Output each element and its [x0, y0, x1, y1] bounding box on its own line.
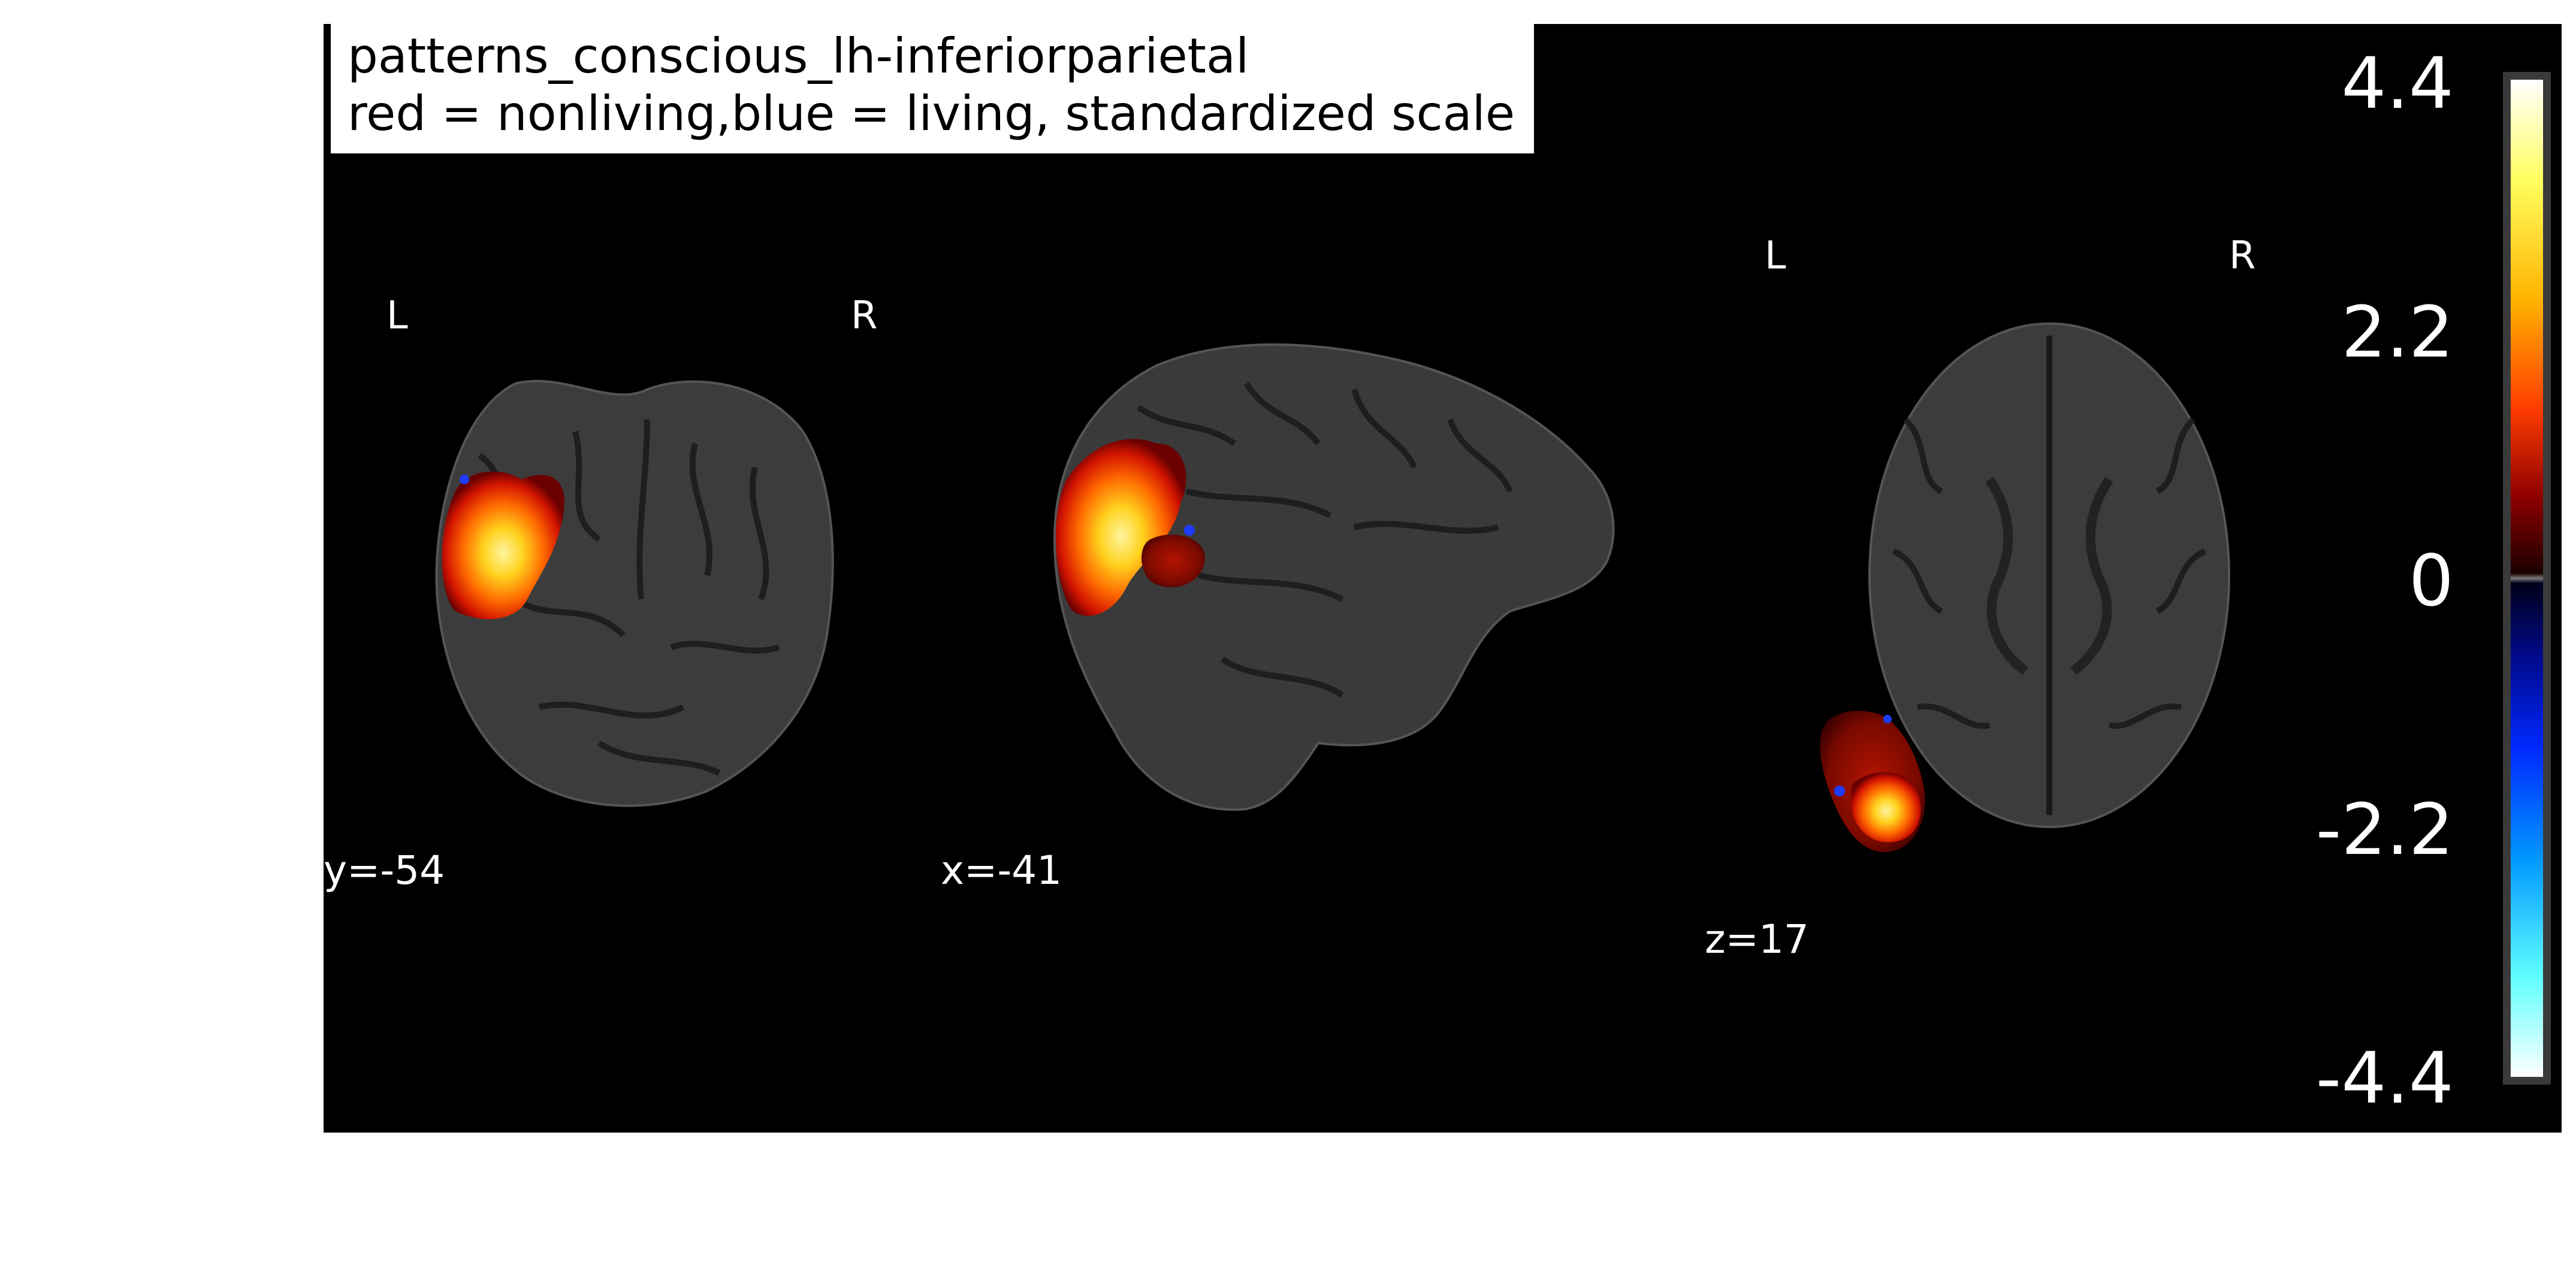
coronal-slice — [435, 379, 834, 807]
colorbar-tick: -4.4 — [2315, 1037, 2454, 1119]
colorbar-tick: 4.4 — [2341, 42, 2454, 125]
colorbar-tick: -2.2 — [2315, 788, 2454, 871]
title-line-2: red = nonliving,blue = living, standardi… — [348, 86, 1515, 141]
sagittal-slice — [1053, 343, 1615, 811]
axial-left-label: L — [1765, 234, 1786, 278]
sagittal-coordinate: x=-41 — [941, 847, 1062, 893]
colorbar-tick: 2.2 — [2341, 291, 2454, 373]
coronal-left-label: L — [386, 294, 408, 338]
colorbar — [2503, 72, 2551, 1085]
coronal-right-label: R — [851, 294, 878, 338]
coronal-coordinate: y=-54 — [324, 847, 445, 893]
axial-slice — [1820, 322, 2230, 852]
colorbar-tick: 0 — [2408, 539, 2454, 622]
axial-right-label: R — [2229, 234, 2256, 278]
figure-title: patterns_conscious_lh-inferiorparietal r… — [331, 24, 1535, 153]
title-line-1: patterns_conscious_lh-inferiorparietal — [348, 28, 1249, 84]
axial-coordinate: z=17 — [1705, 916, 1809, 962]
